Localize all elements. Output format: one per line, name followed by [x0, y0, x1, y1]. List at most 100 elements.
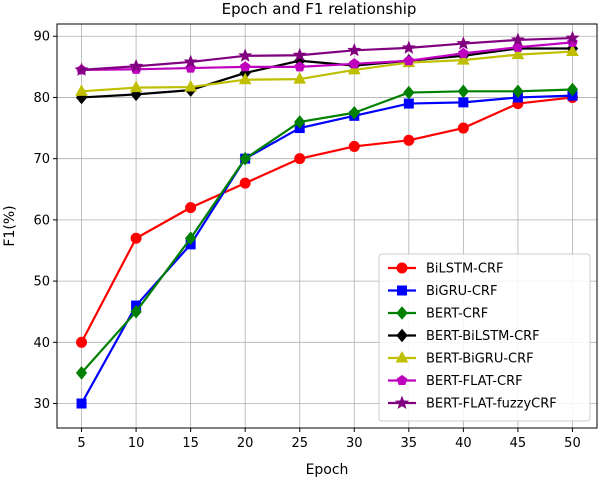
- data-point: [185, 202, 197, 214]
- data-point: [512, 84, 524, 99]
- y-tick-label: 60: [33, 213, 50, 228]
- x-axis-label: Epoch: [306, 462, 349, 478]
- legend-item: BERT-CRF: [388, 306, 488, 322]
- data-point: [403, 98, 414, 109]
- data-point: [457, 53, 470, 65]
- data-point: [348, 58, 360, 69]
- data-point: [238, 72, 252, 85]
- data-point: [456, 36, 471, 50]
- data-point: [294, 61, 306, 72]
- series-bilstm-crf: [76, 91, 578, 348]
- data-point: [129, 58, 144, 73]
- data-point: [183, 54, 198, 68]
- data-point: [184, 80, 197, 92]
- data-point: [75, 366, 88, 380]
- data-point: [294, 115, 306, 129]
- data-point: [129, 80, 143, 93]
- legend-marker: [396, 262, 408, 274]
- data-point: [347, 42, 362, 57]
- legend-label: BERT-FLAT-fuzzyCRF: [426, 397, 557, 412]
- legend-item: BiGRU-CRF: [388, 284, 497, 299]
- y-tick-label: 70: [33, 152, 50, 167]
- series-line: [80, 96, 573, 343]
- data-point: [130, 232, 142, 244]
- data-point: [184, 231, 197, 246]
- data-point: [347, 62, 361, 75]
- series-layer: [74, 30, 580, 409]
- data-point: [403, 134, 415, 146]
- data-point: [510, 32, 525, 46]
- data-point: [239, 61, 251, 72]
- data-point: [293, 72, 307, 84]
- x-tick-label: 35: [401, 436, 418, 451]
- data-point: [76, 398, 87, 409]
- series-line: [81, 50, 573, 93]
- data-point: [457, 122, 469, 134]
- legend-marker: [396, 306, 408, 320]
- x-tick-label: 40: [455, 436, 472, 451]
- legend-label: BERT-FLAT-CRF: [426, 374, 523, 389]
- y-tick-label: 90: [33, 30, 50, 45]
- data-point: [348, 140, 360, 152]
- y-tick-label: 30: [33, 397, 50, 412]
- legend-label: BERT-BiGRU-CRF: [426, 352, 534, 367]
- series-line: [81, 41, 573, 72]
- data-point: [74, 62, 89, 76]
- x-tick-label: 5: [77, 436, 85, 451]
- legend: BiLSTM-CRF BiGRU-CRF BERT-CRF BERT-BiLSTM-C…: [378, 253, 591, 422]
- legend-item: BERT-FLAT-CRF: [388, 374, 523, 389]
- x-tick-label: 20: [237, 436, 254, 451]
- data-point: [566, 82, 579, 97]
- legend-item: BERT-FLAT-fuzzyCRF: [388, 395, 557, 412]
- legend-item: BERT-BiGRU-CRF: [388, 350, 534, 367]
- series-bert-bilstm-crf: [75, 41, 579, 105]
- legend-marker: [395, 350, 409, 363]
- y-tick-label: 40: [33, 336, 50, 351]
- data-point: [294, 153, 306, 165]
- legend-label: BiLSTM-CRF: [426, 262, 503, 277]
- data-point: [457, 84, 470, 99]
- y-tick-label: 50: [33, 275, 50, 290]
- chart-title: Epoch and F1 relationship: [222, 0, 417, 18]
- data-point: [75, 84, 88, 96]
- legend-box: [378, 253, 591, 422]
- y-axis: 30 40 50 60 70 80 90: [33, 30, 57, 412]
- x-tick-label: 30: [346, 436, 363, 451]
- data-point: [130, 304, 142, 319]
- data-point: [401, 40, 416, 54]
- legend-item: BiLSTM-CRF: [388, 262, 503, 277]
- y-axis-label: F1(%): [2, 205, 18, 246]
- data-point: [511, 47, 525, 60]
- series-line: [81, 36, 573, 72]
- data-point: [239, 177, 251, 189]
- legend-marker: [396, 328, 408, 343]
- legend-item: BERT-BiLSTM-CRF: [388, 328, 540, 344]
- legend-marker: [396, 374, 408, 386]
- data-point: [348, 105, 360, 120]
- legend-marker: [394, 395, 410, 409]
- data-point: [76, 336, 88, 348]
- legend-marker: [397, 285, 407, 296]
- x-axis: 5 10 15 20 25 30 35 40 45 50: [77, 428, 581, 451]
- data-point: [239, 151, 251, 166]
- data-point: [458, 47, 469, 58]
- legend-label: BERT-CRF: [426, 307, 488, 322]
- series-bert-crf: [75, 82, 579, 380]
- legend-label: BERT-BiLSTM-CRF: [426, 329, 540, 344]
- x-tick-label: 45: [510, 436, 527, 451]
- x-tick-label: 25: [291, 436, 308, 451]
- data-point: [565, 30, 580, 45]
- data-point: [238, 48, 253, 62]
- x-tick-label: 10: [128, 436, 145, 451]
- data-point: [566, 44, 579, 57]
- legend-label: BiGRU-CRF: [426, 284, 497, 299]
- data-point: [458, 97, 469, 108]
- x-tick-label: 50: [564, 436, 581, 451]
- y-tick-label: 80: [33, 91, 50, 106]
- series-line: [81, 47, 573, 99]
- plot-frame: [56, 23, 598, 429]
- data-point: [292, 47, 307, 62]
- data-point: [403, 55, 415, 66]
- data-point: [403, 85, 415, 100]
